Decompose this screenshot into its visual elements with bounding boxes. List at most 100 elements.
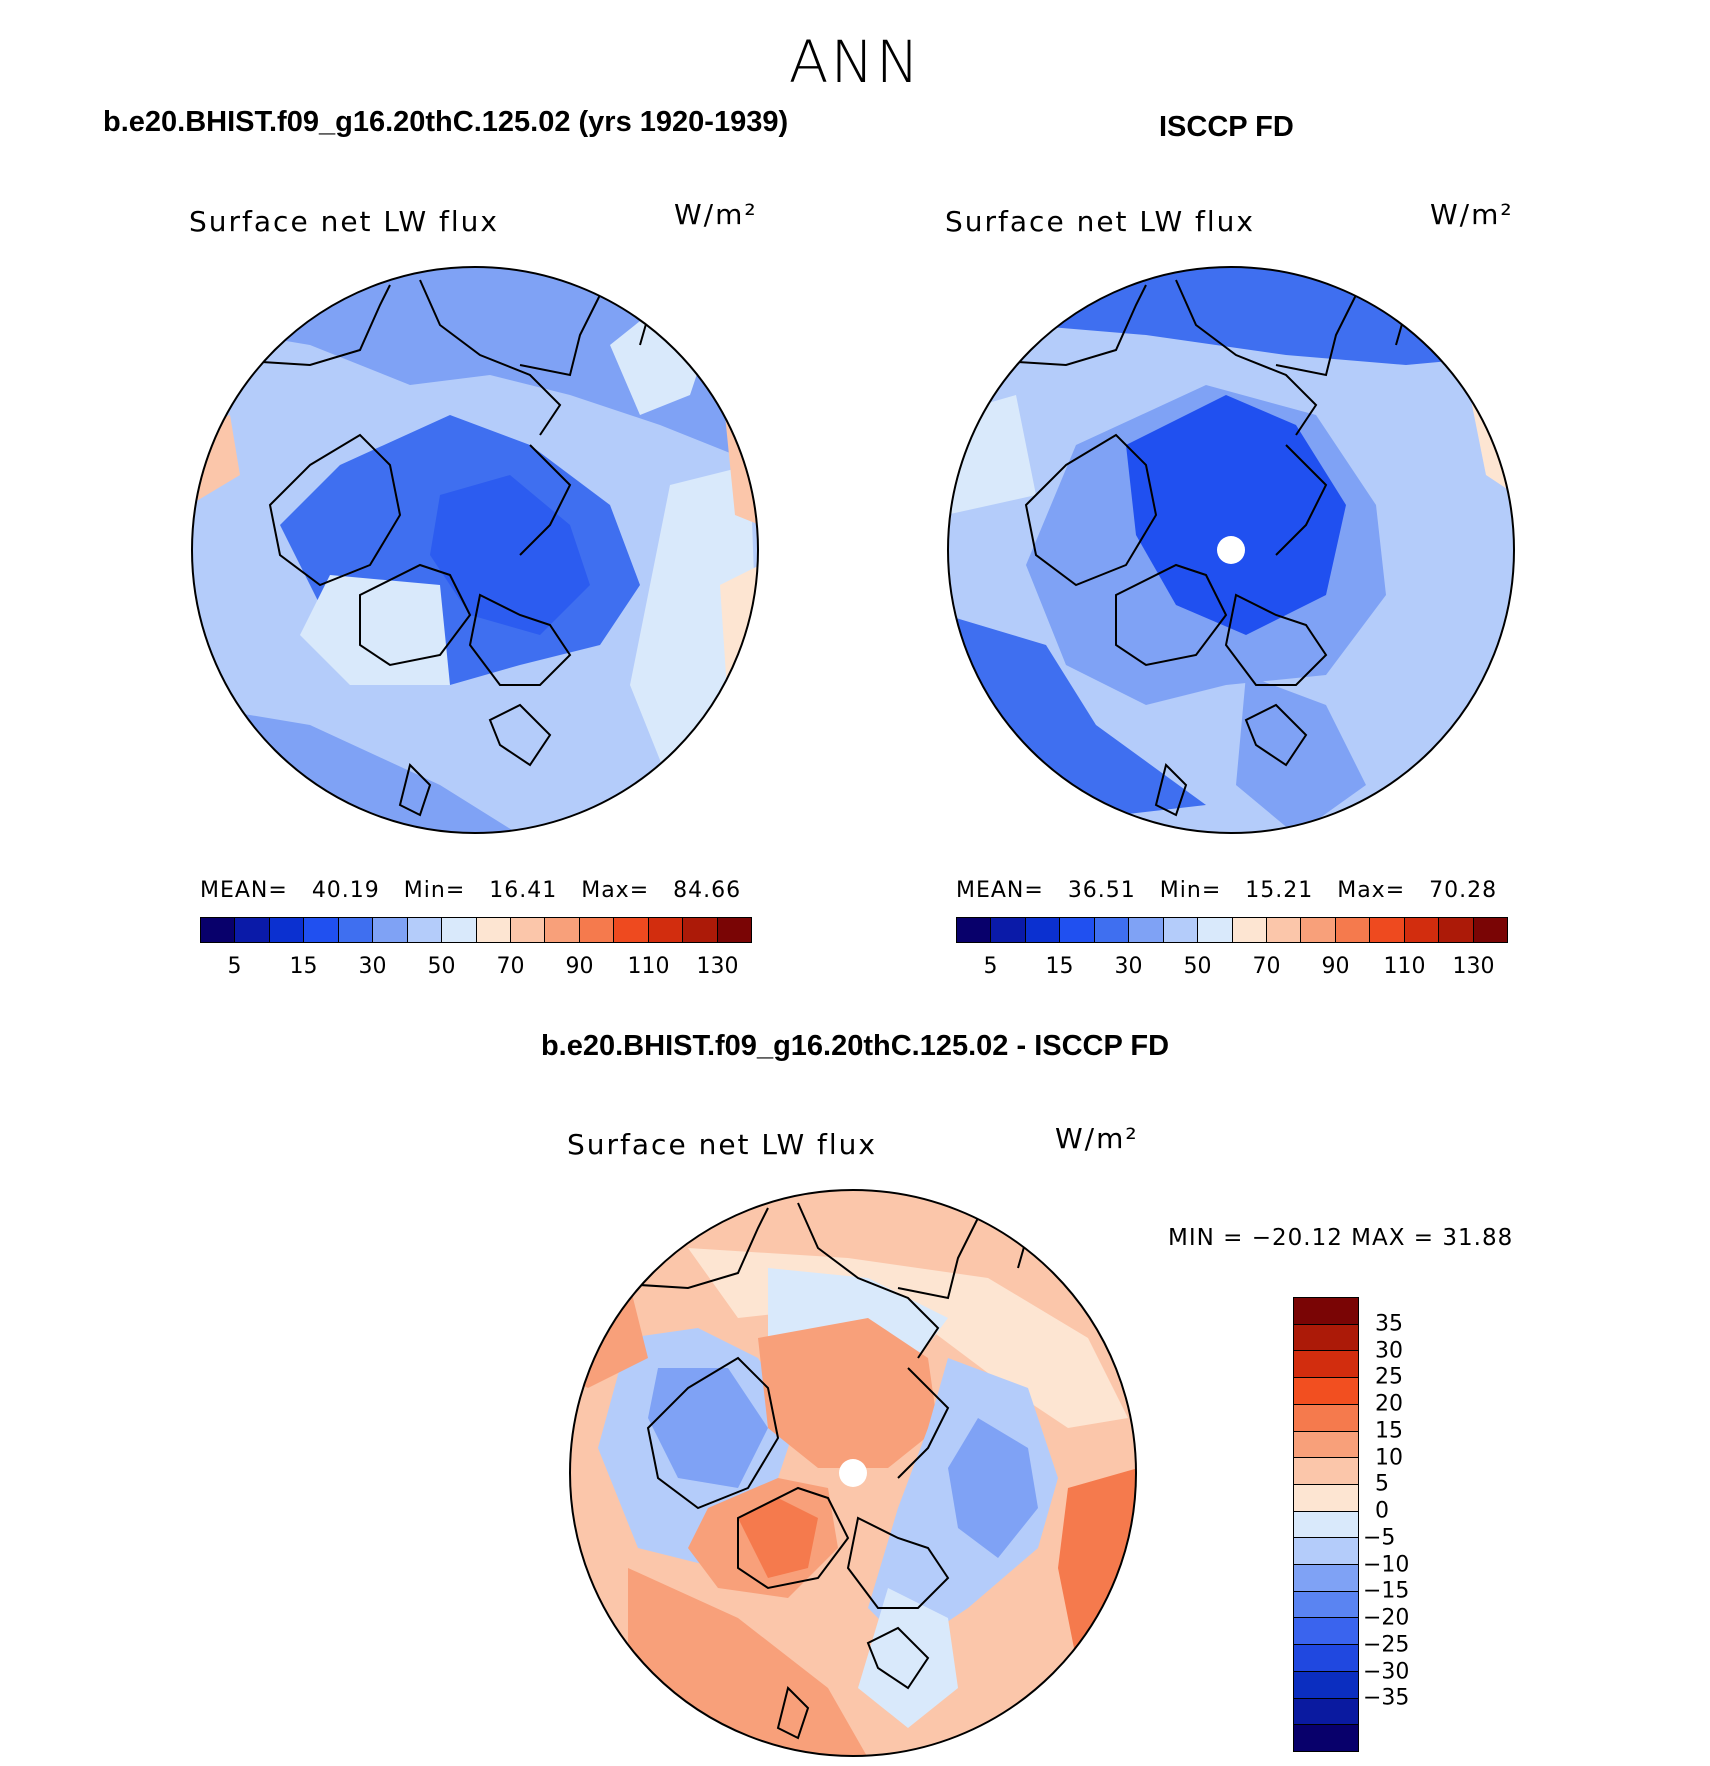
panel1-colorbar — [200, 917, 752, 943]
panel2-colorbar-color-cell — [1025, 918, 1061, 942]
panel3-colorbar-tick-label: 15 — [1375, 1418, 1403, 1444]
panel1-polar-map — [191, 266, 759, 834]
panel3-colorbar-color-cell — [1294, 1671, 1358, 1699]
panel2-colorbar-color-cell — [957, 918, 992, 942]
panel2-colorbar-color-cell — [1301, 918, 1336, 942]
panel2-max-label: Max= — [1337, 878, 1406, 903]
panel2-stats: MEAN= 36.51 Min= 15.21 Max= 70.28 — [956, 878, 1497, 903]
panel3-polar-map — [569, 1189, 1137, 1757]
panel3-header: b.e20.BHIST.f09_g16.20thC.125.02 - ISCCP… — [540, 1030, 1170, 1062]
panel3-colorbar-color-cell — [1294, 1645, 1358, 1672]
panel3-colorbar-color-cell — [1294, 1698, 1358, 1726]
panel2-colorbar — [956, 917, 1508, 943]
panel1-colorbar-tick-label: 5 — [227, 954, 242, 979]
panel3-colorbar-color-cell — [1294, 1565, 1358, 1592]
panel3-colorbar-color-cell — [1294, 1351, 1358, 1379]
panel2-colorbar-color-cell — [1370, 918, 1405, 942]
panel2-unit: W/m² — [1430, 198, 1514, 231]
panel2-colorbar-color-cell — [1404, 918, 1440, 942]
panel2-polar-map — [947, 266, 1515, 834]
panel3-colorbar-tick-label: 35 — [1375, 1311, 1403, 1337]
panel1-colorbar-color-cell — [442, 918, 477, 942]
panel3-minmax: MIN = −20.12 MAX = 31.88 — [1168, 1225, 1514, 1251]
panel3-colorbar-tick-label: −25 — [1363, 1632, 1410, 1658]
panel3-colorbar-color-cell — [1294, 1404, 1358, 1432]
panel3-colorbar-color-cell — [1294, 1324, 1358, 1352]
panel3-colorbar-color-cell — [1294, 1591, 1358, 1619]
panel1-header: b.e20.BHIST.f09_g16.20thC.125.02 (yrs 19… — [103, 106, 789, 138]
panel1-colorbar-color-cell — [579, 918, 615, 942]
panel2-colorbar-tick-label: 130 — [1452, 954, 1495, 979]
panel1-colorbar-tick-label: 90 — [565, 954, 594, 979]
panel3-variable: Surface net LW flux — [567, 1128, 877, 1161]
panel1-colorbar-color-cell — [235, 918, 270, 942]
panel3-colorbar-color-cell — [1294, 1511, 1358, 1539]
panel1-colorbar-tick-label: 15 — [289, 954, 318, 979]
panel1-colorbar-color-cell — [476, 918, 511, 942]
panel2-colorbar-tick-label: 15 — [1045, 954, 1074, 979]
panel2-colorbar-tick-label: 30 — [1114, 954, 1143, 979]
panel1-colorbar-color-cell — [648, 918, 684, 942]
season-title: ANN — [788, 28, 922, 96]
panel1-min-label: Min= — [403, 878, 466, 903]
panel2-variable: Surface net LW flux — [945, 205, 1255, 238]
panel1-colorbar-color-cell — [717, 918, 751, 942]
panel1-colorbar-color-cell — [269, 918, 305, 942]
panel3-colorbar-tick-label: 25 — [1375, 1364, 1403, 1390]
panel3-colorbar-color-cell — [1294, 1725, 1358, 1751]
panel2-min: 15.21 — [1245, 878, 1314, 903]
panel1-colorbar-tick-label: 50 — [427, 954, 456, 979]
panel1-colorbar-color-cell — [407, 918, 443, 942]
panel2-max: 70.28 — [1429, 878, 1498, 903]
panel2-colorbar-color-cell — [1129, 918, 1164, 942]
panel1-colorbar-color-cell — [683, 918, 718, 942]
panel1-max: 84.66 — [673, 878, 742, 903]
panel2-header: ISCCP FD — [1159, 111, 1294, 143]
panel2-colorbar-color-cell — [1060, 918, 1095, 942]
panel2-colorbar-color-cell — [1232, 918, 1267, 942]
panel2-colorbar-tick-label: 50 — [1183, 954, 1212, 979]
panel3-colorbar-color-cell — [1294, 1378, 1358, 1405]
panel1-mean-label: MEAN= — [200, 878, 288, 903]
panel3-colorbar-tick-label: −30 — [1363, 1659, 1410, 1685]
panel3-colorbar-tick-label: 30 — [1375, 1338, 1403, 1364]
panel2-colorbar-color-cell — [1473, 918, 1507, 942]
panel2-colorbar-color-cell — [1335, 918, 1371, 942]
panel1-colorbar-color-cell — [373, 918, 408, 942]
panel1-mean: 40.19 — [311, 878, 380, 903]
panel2-colorbar-tick-label: 110 — [1383, 954, 1426, 979]
panel1-colorbar-color-cell — [510, 918, 546, 942]
panel2-mean-label: MEAN= — [956, 878, 1044, 903]
panel3-colorbar-color-cell — [1294, 1618, 1358, 1646]
panel3-colorbar-tick-label: 5 — [1375, 1471, 1389, 1497]
panel2-colorbar-tick-label: 90 — [1321, 954, 1350, 979]
panel2-colorbar-color-cell — [1094, 918, 1130, 942]
panel1-colorbar-tick-label: 70 — [496, 954, 525, 979]
panel1-variable: Surface net LW flux — [189, 205, 499, 238]
panel1-colorbar-ticks: 5 15 30 50 70 90 110 130 — [200, 954, 752, 980]
panel3-colorbar-color-cell — [1294, 1484, 1358, 1512]
panel1-colorbar-color-cell — [338, 918, 374, 942]
panel2-colorbar-color-cell — [1163, 918, 1199, 942]
panel3-colorbar-ticks: 35 30 25 20 15 10 5 0 −5 −10 −15 −20 −25 −30 −35 — [1363, 1297, 1455, 1752]
panel3-unit: W/m² — [1055, 1122, 1139, 1155]
panel1-colorbar-tick-label: 130 — [696, 954, 739, 979]
panel2-colorbar-tick-label: 5 — [983, 954, 998, 979]
panel2-colorbar-color-cell — [1439, 918, 1474, 942]
panel2-min-label: Min= — [1159, 878, 1222, 903]
panel2-colorbar-color-cell — [991, 918, 1026, 942]
panel3-colorbar-tick-label: 10 — [1375, 1445, 1403, 1471]
panel1-stats: MEAN= 40.19 Min= 16.41 Max= 84.66 — [200, 878, 741, 903]
panel2-colorbar-tick-label: 70 — [1252, 954, 1281, 979]
panel3-colorbar-color-cell — [1294, 1431, 1358, 1459]
panel3-colorbar-tick-label: 0 — [1375, 1498, 1389, 1524]
panel3-colorbar — [1293, 1297, 1359, 1752]
panel1-max-label: Max= — [581, 878, 650, 903]
panel1-colorbar-tick-label: 110 — [627, 954, 670, 979]
panel1-colorbar-color-cell — [614, 918, 649, 942]
panel3-colorbar-tick-label: 20 — [1375, 1391, 1403, 1417]
panel2-mean: 36.51 — [1067, 878, 1136, 903]
panel1-min: 16.41 — [489, 878, 558, 903]
panel1-colorbar-color-cell — [545, 918, 580, 942]
panel3-colorbar-color-cell — [1294, 1298, 1358, 1325]
